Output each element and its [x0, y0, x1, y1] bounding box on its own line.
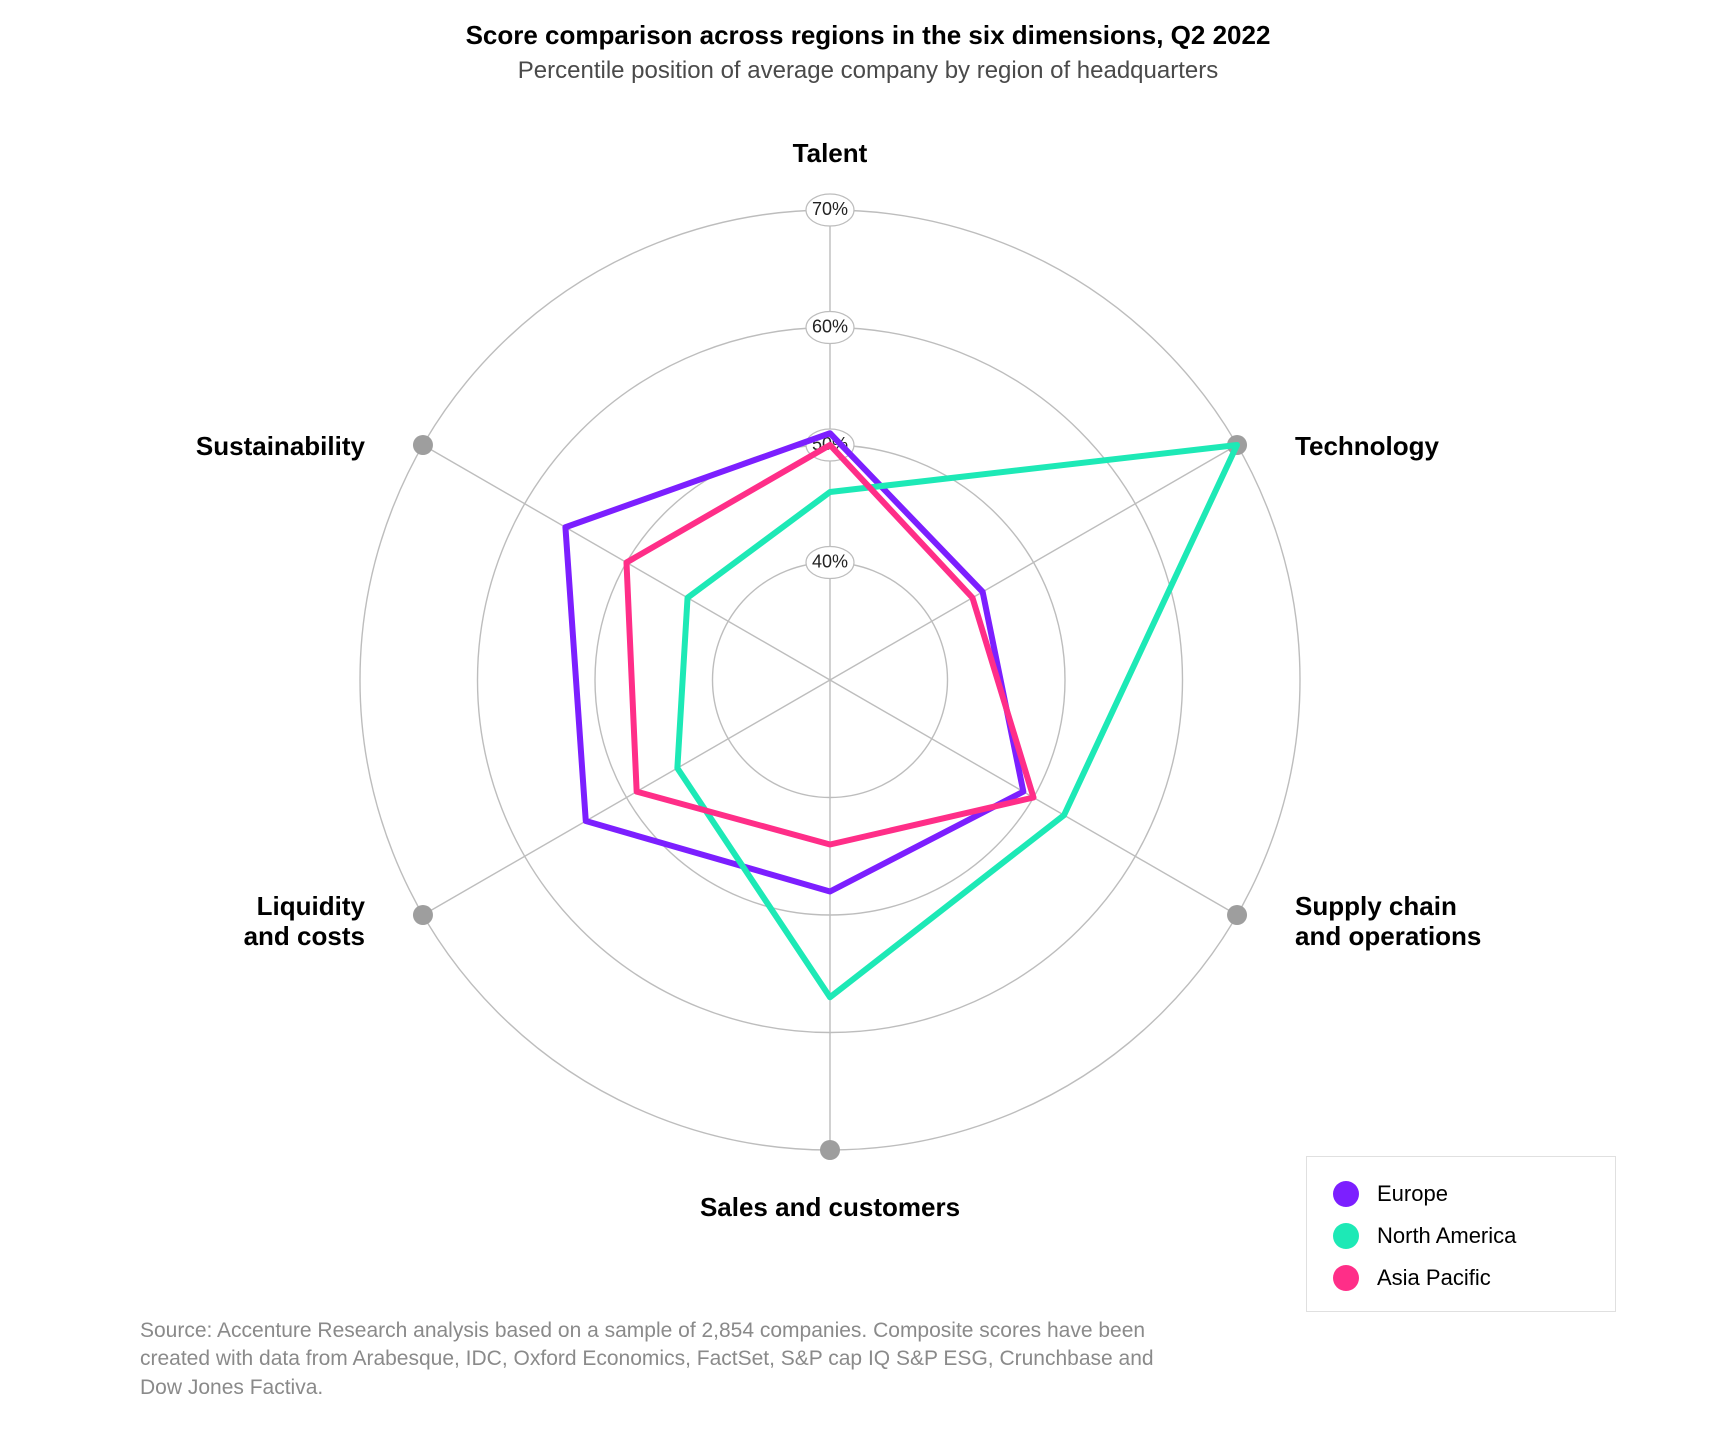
title-block: Score comparison across regions in the s…	[0, 20, 1736, 85]
axis-label-sales: Sales and customers	[700, 1192, 960, 1222]
legend-swatch	[1333, 1223, 1359, 1249]
legend-swatch	[1333, 1181, 1359, 1207]
axis-label-supply: Supply chainand operations	[1295, 891, 1481, 951]
grid-spoke	[423, 680, 830, 915]
legend-item: Europe	[1333, 1181, 1589, 1207]
ring-label: 70%	[812, 199, 848, 219]
axis-dot	[413, 435, 433, 455]
axis-label-liquidity: Liquidityand costs	[244, 891, 366, 951]
chart-container: Score comparison across regions in the s…	[0, 0, 1736, 1452]
legend-label: Asia Pacific	[1377, 1265, 1491, 1291]
legend-item: Asia Pacific	[1333, 1265, 1589, 1291]
legend-label: North America	[1377, 1223, 1516, 1249]
ring-label: 60%	[812, 317, 848, 337]
legend-label: Europe	[1377, 1181, 1448, 1207]
axis-label-technology: Technology	[1295, 431, 1440, 461]
axis-dot	[1227, 905, 1247, 925]
series-europe	[565, 433, 1023, 891]
radar-svg: Talent Technology Supply chainand operatio…	[0, 120, 1736, 1270]
radar-chart: Talent Technology Supply chainand operatio…	[0, 120, 1736, 1270]
chart-title: Score comparison across regions in the s…	[0, 20, 1736, 51]
series-north-america	[677, 445, 1237, 997]
legend: Europe North America Asia Pacific	[1306, 1156, 1616, 1312]
axis-dot	[820, 1140, 840, 1160]
axis-label-talent: Talent	[793, 138, 868, 168]
legend-item: North America	[1333, 1223, 1589, 1249]
axis-label-sustainability: Sustainability	[196, 431, 366, 461]
legend-swatch	[1333, 1265, 1359, 1291]
chart-subtitle: Percentile position of average company b…	[0, 57, 1736, 85]
ring-label: 40%	[812, 552, 848, 572]
source-note: Source: Accenture Research analysis base…	[140, 1317, 1190, 1402]
axis-dot	[413, 905, 433, 925]
grid-spoke	[830, 445, 1237, 680]
